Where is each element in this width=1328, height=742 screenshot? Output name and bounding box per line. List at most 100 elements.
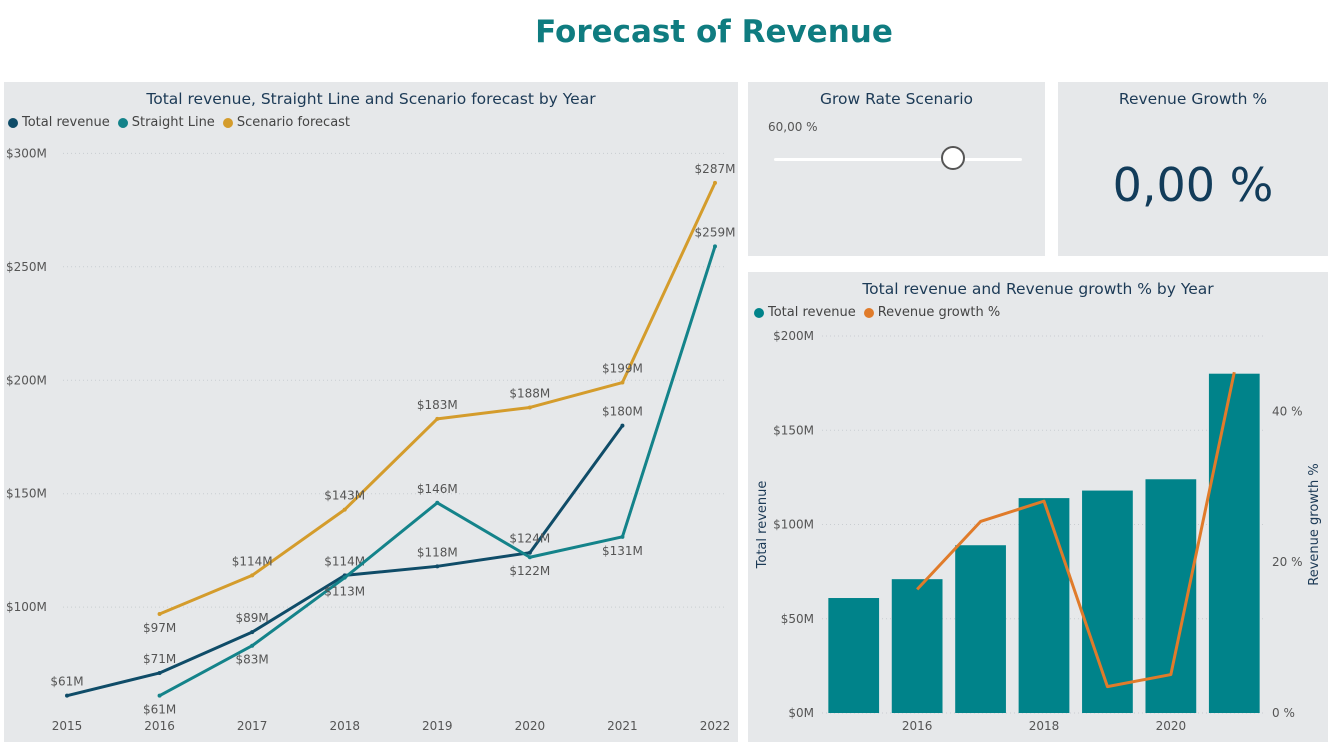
x-tick-label: 2015 (52, 719, 83, 733)
combo-chart-legend: Total revenue Revenue growth % (754, 305, 1000, 320)
line-chart-title: Total revenue, Straight Line and Scenari… (146, 90, 596, 108)
slider-panel-title: Grow Rate Scenario (820, 90, 973, 108)
legend-item-revenue-growth[interactable]: Revenue growth % (863, 305, 1001, 320)
slider-value-label[interactable]: 60,00 % (768, 120, 818, 134)
data-label-total-revenue: $61M (50, 675, 83, 689)
x-tick-label: 2016 (902, 719, 933, 733)
data-label-scenario-forecast: $287M (695, 162, 736, 176)
x-tick-label: 2016 (144, 719, 175, 733)
x-tick-label: 2020 (515, 719, 546, 733)
legend-label: Revenue growth % (877, 305, 1001, 320)
legend-dot (222, 117, 233, 128)
legend-dot (754, 307, 764, 318)
slider-track[interactable] (774, 158, 1022, 161)
bar-total-revenue (955, 545, 1006, 713)
data-point-total-revenue (435, 564, 440, 569)
data-label-scenario-forecast: $199M (602, 362, 643, 376)
line-chart-legend: Total revenue Straight Line Scenario for… (8, 115, 350, 130)
data-label-straight-line: $146M (417, 482, 458, 496)
bar-total-revenue (1208, 373, 1260, 713)
line-chart[interactable]: $100M $150M $200M $250M $300M 2015 2016 2017 201… (4, 82, 738, 742)
data-label-straight-line: $83M (236, 653, 269, 667)
data-label-scenario-forecast: $97M (143, 621, 176, 635)
legend-item-total-revenue[interactable]: Total revenue (754, 305, 856, 320)
data-point-total-revenue (620, 423, 625, 428)
legend-dot (117, 117, 128, 128)
data-point-straight-line (620, 534, 625, 539)
y-tick-label: $150M (773, 423, 814, 437)
page-title: Forecast of Revenue (535, 14, 893, 50)
y2-axis-label: Revenue growth % (1307, 463, 1322, 585)
y-tick-label: $50M (781, 612, 814, 626)
data-point-straight-line (713, 244, 717, 249)
legend-label: Scenario forecast (236, 115, 351, 130)
combo-chart-panel: Total revenue and Revenue growth % by Ye… (748, 272, 1328, 742)
x-tick-label: 2018 (1029, 719, 1060, 733)
data-label-total-revenue: $118M (417, 545, 458, 559)
x-tick-label: 2018 (329, 719, 360, 733)
y-tick-label: $200M (6, 373, 47, 387)
y2-tick-label: 40 % (1272, 404, 1303, 418)
data-label-total-revenue: $124M (509, 532, 550, 546)
legend-item-total-revenue[interactable]: Total revenue (8, 115, 110, 130)
legend-dot (863, 307, 874, 318)
legend-label: Straight Line (131, 115, 215, 130)
data-label-total-revenue: $114M (324, 554, 365, 568)
data-point-scenario-forecast (620, 380, 625, 385)
revenue-growth-kpi-panel: Revenue Growth % 0,00 % (1058, 82, 1328, 256)
data-label-scenario-forecast: $183M (417, 398, 458, 412)
x-tick-label: 2021 (607, 719, 638, 733)
data-point-scenario-forecast (713, 180, 717, 185)
y-axis-label: Total revenue (755, 481, 770, 570)
kpi-panel-title: Revenue Growth % (1118, 90, 1268, 108)
bar-total-revenue (891, 579, 943, 713)
legend-item-scenario-forecast[interactable]: Scenario forecast (222, 115, 351, 130)
kpi-value: 0,00 % (1112, 158, 1274, 212)
line-chart-panel: Total revenue, Straight Line and Scenari… (4, 82, 738, 742)
data-label-scenario-forecast: $143M (324, 489, 365, 503)
bar-total-revenue (1082, 490, 1133, 713)
data-point-total-revenue (527, 550, 532, 555)
data-label-scenario-forecast: $114M (232, 554, 273, 568)
data-label-straight-line: $131M (602, 544, 643, 558)
data-label-straight-line: $259M (695, 225, 736, 239)
data-point-scenario-forecast (250, 573, 255, 578)
legend-dot (8, 117, 18, 128)
bar-total-revenue (828, 598, 880, 713)
y-tick-label: $200M (773, 329, 814, 343)
y2-tick-label: 0 % (1272, 706, 1295, 720)
data-point-total-revenue (65, 693, 69, 698)
data-point-straight-line (435, 500, 440, 505)
data-label-total-revenue: $89M (236, 611, 269, 625)
y-tick-label: $150M (6, 487, 47, 501)
data-label-straight-line: $61M (143, 703, 176, 717)
combo-chart-title: Total revenue and Revenue growth % by Ye… (862, 280, 1214, 298)
series-line-revenue-growth (916, 371, 1236, 689)
bar-total-revenue (1018, 498, 1070, 713)
grow-rate-slider-panel: Grow Rate Scenario 60,00 % (748, 82, 1045, 256)
data-label-straight-line: $113M (324, 585, 365, 599)
data-point-total-revenue (250, 630, 255, 635)
data-point-straight-line (527, 555, 532, 560)
series-line-straight-line (158, 245, 717, 697)
legend-label: Total revenue (22, 115, 110, 130)
slider-handle[interactable] (941, 146, 965, 170)
data-label-total-revenue: $71M (143, 652, 176, 666)
data-point-straight-line (157, 693, 162, 698)
combo-chart[interactable]: $0M $50M $100M $150M $200M 0 % 20 % 40 % 2016 201… (748, 272, 1328, 742)
y-tick-label: $250M (6, 260, 47, 274)
x-tick-label: 2017 (237, 719, 268, 733)
data-point-scenario-forecast (527, 405, 532, 410)
data-point-straight-line (342, 575, 347, 580)
x-tick-label: 2022 (700, 719, 731, 733)
y-tick-label: $100M (773, 518, 814, 532)
data-point-total-revenue (157, 670, 162, 675)
legend-item-straight-line[interactable]: Straight Line (117, 115, 215, 130)
data-point-scenario-forecast (157, 611, 162, 616)
y2-tick-label: 20 % (1272, 555, 1303, 569)
x-tick-label: 2019 (422, 719, 453, 733)
data-point-scenario-forecast (435, 416, 440, 421)
y-tick-label: $0M (788, 706, 814, 720)
data-point-straight-line (250, 643, 255, 648)
x-tick-label: 2020 (1156, 719, 1187, 733)
